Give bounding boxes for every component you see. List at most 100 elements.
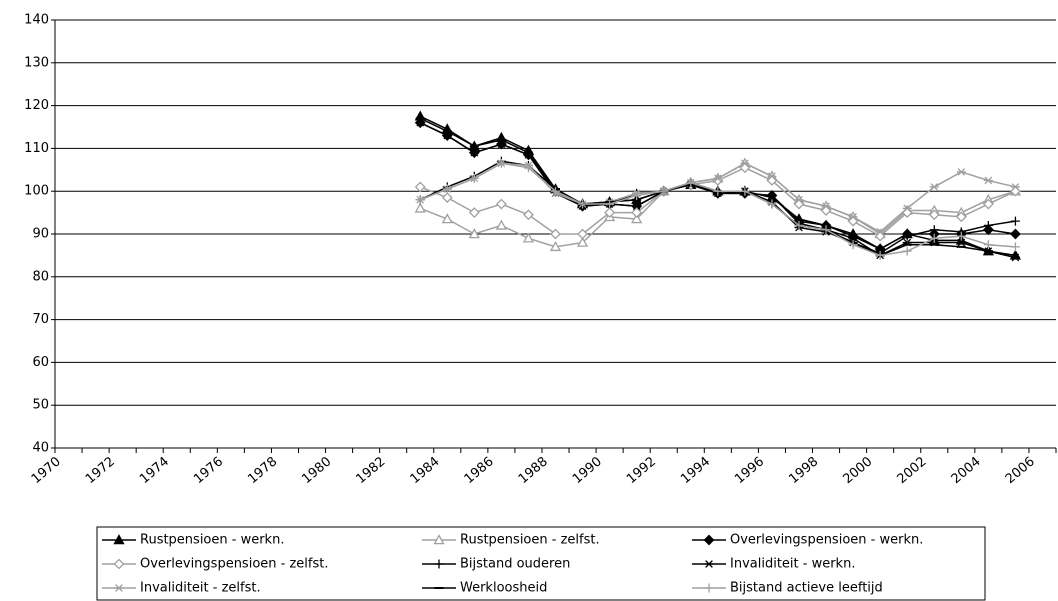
marker — [414, 181, 426, 193]
legend-label: Rustpensioen - werkn. — [140, 533, 284, 548]
x-tick-label: 1998 — [786, 454, 821, 487]
marker — [442, 184, 452, 194]
x-tick-label: 1974 — [137, 454, 172, 487]
marker — [713, 186, 723, 196]
y-tick-label: 100 — [24, 184, 49, 199]
marker — [955, 211, 967, 223]
y-tick-label: 130 — [24, 55, 49, 70]
y-tick-label: 110 — [24, 141, 49, 156]
marker — [983, 220, 993, 230]
marker — [495, 219, 507, 230]
series — [415, 158, 1020, 260]
marker — [659, 186, 669, 196]
legend-marker — [704, 583, 714, 593]
x-tick-label: 1988 — [516, 454, 551, 487]
marker — [956, 168, 966, 176]
marker — [632, 190, 642, 200]
marker — [468, 228, 480, 239]
marker — [578, 199, 588, 209]
marker — [821, 202, 831, 211]
legend-marker — [703, 534, 715, 546]
marker — [928, 209, 940, 221]
y-tick-label: 40 — [32, 441, 49, 456]
marker — [956, 238, 966, 247]
marker — [550, 228, 561, 240]
y-tick-label: 60 — [32, 355, 49, 370]
marker — [1010, 216, 1020, 226]
marker — [875, 228, 885, 236]
legend-marker — [113, 534, 125, 545]
marker — [577, 228, 588, 240]
legend-label: Bijstand actieve leeftijd — [730, 581, 883, 596]
marker — [468, 207, 480, 219]
x-tick-label: 1994 — [678, 454, 713, 487]
marker — [982, 198, 994, 210]
marker — [469, 173, 479, 183]
legend-label: Invaliditeit - zelfst. — [140, 581, 261, 596]
marker — [767, 199, 777, 209]
marker — [929, 183, 939, 191]
marker — [523, 163, 533, 173]
x-tick-label: 1972 — [83, 454, 118, 487]
x-tick-label: 1980 — [299, 454, 334, 487]
y-tick-label: 90 — [32, 227, 49, 242]
x-tick-label: 1984 — [408, 454, 443, 487]
series — [414, 157, 1022, 252]
legend-label: Overlevingspensioen - werkn. — [730, 533, 923, 548]
marker — [605, 199, 615, 209]
y-tick-label: 70 — [32, 312, 49, 327]
x-tick-label: 1970 — [29, 454, 64, 487]
y-tick-label: 120 — [24, 98, 49, 113]
marker — [1010, 242, 1020, 252]
x-tick-label: 2002 — [895, 454, 930, 487]
marker — [821, 225, 831, 235]
marker — [713, 174, 723, 183]
marker — [902, 204, 912, 213]
marker — [522, 232, 535, 243]
x-tick-label: 2006 — [1003, 454, 1038, 487]
marker — [1009, 228, 1021, 240]
x-tick-label: 1990 — [570, 454, 605, 487]
legend-label: Overlevingspensioen - zelfst. — [140, 557, 328, 572]
marker — [848, 213, 858, 221]
marker — [496, 140, 506, 148]
legend-marker — [704, 560, 714, 568]
marker — [983, 240, 993, 250]
marker — [523, 209, 534, 221]
y-tick-label: 80 — [32, 269, 49, 284]
marker — [929, 233, 939, 243]
marker — [441, 213, 453, 224]
marker — [631, 213, 643, 224]
legend-box — [96, 526, 986, 601]
marker — [604, 207, 616, 219]
x-tick-label: 1982 — [353, 454, 388, 487]
marker — [576, 236, 589, 247]
x-tick-label: 1996 — [732, 454, 767, 487]
legend-marker — [113, 558, 125, 570]
marker — [848, 240, 858, 250]
marker — [415, 118, 425, 127]
marker — [740, 159, 750, 168]
marker — [767, 172, 777, 181]
marker — [794, 220, 804, 230]
marker — [495, 198, 507, 210]
marker — [875, 250, 885, 260]
marker — [551, 186, 560, 196]
marker — [956, 231, 966, 241]
marker — [929, 225, 939, 235]
marker — [414, 202, 426, 213]
marker — [469, 148, 479, 157]
x-tick-label: 1986 — [462, 454, 497, 487]
marker — [983, 176, 993, 185]
marker — [549, 241, 562, 252]
legend-label: Bijstand ouderen — [460, 557, 570, 572]
marker — [794, 195, 804, 204]
marker — [631, 207, 643, 219]
x-tick-label: 2000 — [840, 454, 875, 487]
y-tick-label: 50 — [32, 398, 49, 413]
marker — [686, 178, 696, 188]
marker — [1010, 183, 1020, 191]
marker — [441, 192, 453, 204]
x-tick-label: 1978 — [245, 454, 280, 487]
